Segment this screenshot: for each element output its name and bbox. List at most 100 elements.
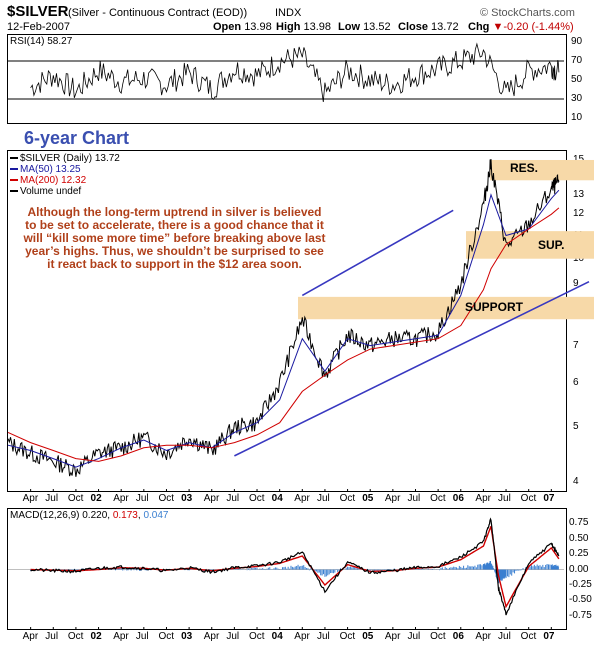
rsi-y-tick: 30	[571, 93, 583, 104]
legend-swatch	[10, 179, 18, 182]
x-tick-month: Oct	[520, 493, 537, 504]
x-tick-month: Jul	[45, 493, 59, 504]
x-tick-month: Jul	[226, 631, 240, 642]
price-panel	[7, 150, 567, 492]
ma200-line	[7, 207, 560, 462]
x-tick-month: Jul	[407, 493, 421, 504]
date-label: 12-Feb-2007	[7, 21, 70, 33]
x-tick-month: Apr	[294, 631, 310, 642]
x-tick-month: Apr	[384, 493, 401, 504]
x-tick-month: Apr	[22, 493, 39, 504]
x-tick-year: 02	[90, 493, 102, 504]
quote-low: Low 13.52	[338, 21, 391, 33]
legend-swatch	[10, 190, 18, 193]
x-tick-month: Oct	[339, 631, 356, 642]
price-y-tick: 6	[573, 377, 579, 389]
exchange-label: INDX	[275, 7, 302, 19]
x-tick-month: Jul	[135, 631, 149, 642]
x-tick-month: Oct	[67, 493, 84, 504]
price-y-tick: 12	[573, 208, 585, 220]
resistance-zone	[490, 159, 594, 181]
price-legend: $SILVER (Daily) 13.72 MA(50) 13.25 MA(200)…	[10, 153, 120, 197]
x-tick-year: 05	[362, 631, 374, 642]
price-y-tick: 5	[573, 421, 579, 433]
macd-y-tick: 0.75	[569, 517, 589, 529]
macd-hist-value: 0.047	[143, 510, 169, 521]
legend-entry: MA(200) 12.32	[10, 175, 120, 186]
chart-title: 6-year Chart	[24, 128, 130, 148]
chg-down-arrow-icon: ▼	[492, 21, 504, 33]
legend-swatch	[10, 157, 18, 160]
legend-text: Volume undef	[20, 186, 82, 197]
macd-value: 0.220	[82, 510, 108, 521]
x-tick-month: Apr	[113, 631, 129, 642]
open-label: Open	[213, 21, 242, 33]
quote-chg: Chg ▼-0.20 (-1.44%)	[468, 21, 574, 33]
x-tick-year: 07	[543, 493, 555, 504]
x-tick-month: Apr	[203, 493, 220, 504]
x-tick-year: 06	[452, 493, 464, 504]
legend-entry: Volume undef	[10, 186, 120, 197]
rsi-y-tick: 70	[571, 55, 583, 66]
x-tick-month: Jul	[407, 631, 421, 642]
x-tick-month: Apr	[384, 631, 401, 642]
rsi-panel	[7, 34, 567, 124]
open-value: 13.98	[244, 21, 272, 33]
x-tick-year: 05	[362, 493, 374, 504]
res-label: RES.	[510, 161, 539, 176]
price-y-tick: 7	[573, 339, 579, 351]
high-value: 13.98	[303, 21, 332, 33]
low-label: Low	[338, 21, 360, 33]
x-tick-year: 03	[181, 493, 193, 504]
x-tick-month: Apr	[22, 631, 39, 642]
x-tick-month: Apr	[203, 631, 220, 642]
macd-label-prefix: MACD(12,26,9)	[10, 510, 80, 521]
low-value: 13.52	[363, 21, 391, 33]
macd-signal-value: 0.173	[112, 510, 138, 521]
close-label: Close	[398, 21, 428, 33]
x-tick-month: Jul	[226, 493, 240, 504]
price-y-tick: 15	[573, 153, 585, 165]
rsi-line	[30, 42, 560, 103]
rsi-label-text: RSI(14) 58.27	[10, 36, 73, 47]
rsi-y-tick: 90	[571, 36, 583, 47]
chg-value: -0.20 (-1.44%)	[503, 21, 574, 33]
price-y-tick: 9	[573, 278, 579, 290]
close-value: 13.72	[431, 21, 459, 33]
x-tick-year: 04	[271, 493, 283, 504]
high-label: High	[276, 21, 301, 33]
rsi-y-tick: 10	[571, 112, 583, 123]
macd-y-tick: -0.75	[569, 609, 592, 621]
x-tick-month: Jul	[498, 631, 511, 642]
x-tick-month: Oct	[67, 631, 84, 642]
support-zone	[298, 296, 594, 320]
rsi-y-tick: 50	[571, 74, 583, 85]
lower-trendline	[234, 280, 590, 457]
x-tick-month: Jul	[316, 631, 330, 642]
quote-open: Open 13.98	[213, 21, 272, 33]
upper-trendline	[301, 209, 454, 297]
legend-text: MA(200) 12.32	[20, 175, 87, 186]
x-tick-month: Jul	[498, 493, 511, 504]
macd-label: MACD(12,26,9) 0.220, 0.173, 0.047	[10, 510, 169, 521]
price-series	[7, 159, 560, 477]
rsi-label: RSI(14) 58.27	[10, 36, 72, 47]
legend-entry: MA(50) 13.25	[10, 164, 120, 175]
x-tick-month: Apr	[294, 493, 310, 504]
price-y-tick: 4	[573, 475, 579, 487]
ma50-line	[7, 189, 560, 468]
x-tick-month: Oct	[520, 631, 537, 642]
x-tick-month: Apr	[113, 493, 129, 504]
macd-y-tick: 0.25	[569, 548, 589, 560]
macd-y-tick: 0.50	[569, 532, 589, 544]
x-tick-month: Oct	[430, 493, 446, 504]
x-tick-month: Apr	[475, 493, 491, 504]
price-y-tick: 13	[573, 188, 585, 200]
watermark: © StockCharts.com	[480, 7, 575, 19]
x-tick-month: Oct	[249, 631, 265, 642]
x-tick-month: Oct	[430, 631, 446, 642]
x-tick-year: 04	[271, 631, 283, 642]
x-tick-month: Jul	[45, 631, 59, 642]
x-tick-month: Jul	[316, 493, 330, 504]
